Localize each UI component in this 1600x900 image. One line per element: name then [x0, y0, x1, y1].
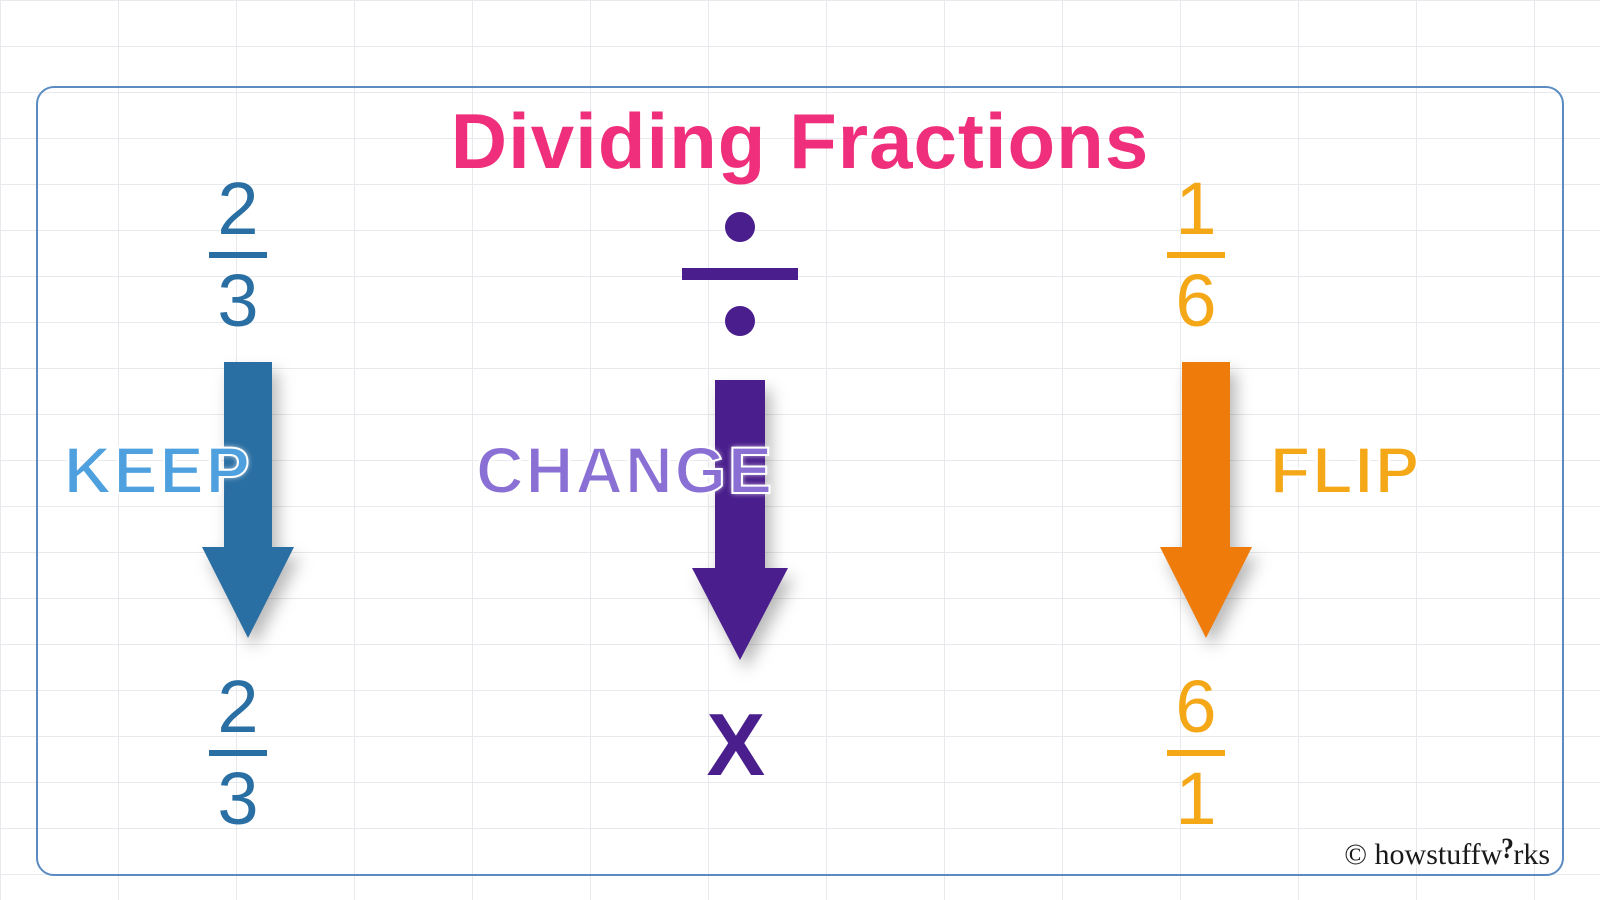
flip-top-denominator: 6: [1167, 264, 1225, 338]
keep-fraction-bottom: 2 3: [209, 670, 267, 836]
keep-label: KEEP: [64, 432, 252, 508]
flip-bottom-denominator: 1: [1167, 762, 1225, 836]
keep-top-numerator: 2: [209, 172, 267, 246]
credit-prefix: © howstuffw: [1344, 838, 1502, 872]
keep-bottom-numerator: 2: [209, 670, 267, 744]
change-arrow-icon: [662, 380, 818, 665]
credit-suffix: rks: [1513, 838, 1550, 872]
flip-fraction-bottom: 6 1: [1167, 670, 1225, 836]
flip-top-numerator: 1: [1167, 172, 1225, 246]
keep-bottom-denominator: 3: [209, 762, 267, 836]
attribution: © howstuffw?rks: [1344, 838, 1550, 872]
flip-label: FLIP: [1270, 432, 1421, 508]
divide-dot-bottom: [725, 306, 755, 336]
change-label: CHANGE: [476, 432, 774, 508]
flip-arrow-icon: [1130, 362, 1282, 643]
divide-dash: [682, 268, 798, 280]
flip-fraction-top: 1 6: [1167, 172, 1225, 338]
question-mark-icon: ?: [1501, 832, 1514, 866]
divide-dot-top: [725, 212, 755, 242]
fraction-bar: [1167, 750, 1225, 756]
divide-icon: [682, 212, 798, 336]
flip-bottom-numerator: 6: [1167, 670, 1225, 744]
keep-top-denominator: 3: [209, 264, 267, 338]
fraction-bar: [1167, 252, 1225, 258]
keep-fraction-top: 2 3: [209, 172, 267, 338]
multiply-icon: X: [707, 694, 766, 796]
fraction-bar: [209, 750, 267, 756]
fraction-bar: [209, 252, 267, 258]
